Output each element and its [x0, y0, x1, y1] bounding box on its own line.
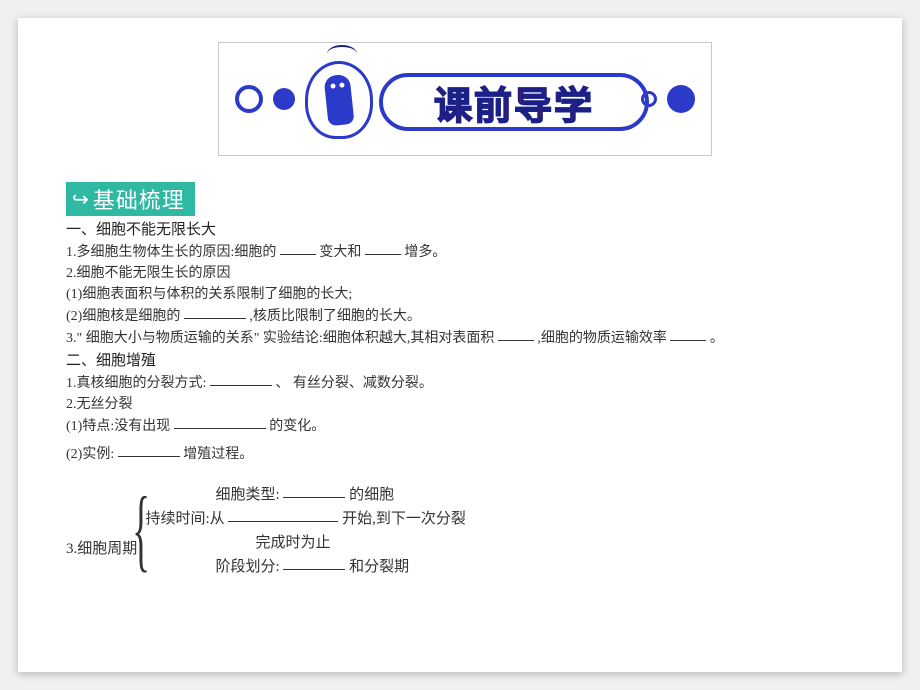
blank: [210, 371, 272, 386]
brace-icon: {: [133, 483, 151, 575]
blank: [118, 442, 180, 457]
blank: [670, 326, 706, 341]
arrow-icon: ↪: [72, 187, 89, 212]
txt: 增殖过程。: [183, 447, 253, 462]
heading-2: 二、细胞增殖: [66, 351, 862, 372]
blank: [498, 326, 534, 341]
mascot-icon: [305, 61, 373, 139]
txt: 的变化。: [269, 419, 325, 434]
banner: 课前导学: [218, 42, 712, 156]
txt: (2)细胞核是细胞的: [66, 309, 180, 324]
line: 细胞类型: 的细胞: [145, 483, 465, 507]
txt: 细胞类型:: [215, 487, 279, 503]
banner-title-pill: 课前导学: [379, 73, 649, 131]
txt: 1.真核细胞的分裂方式:: [66, 376, 206, 391]
line: 完成时为止: [145, 531, 465, 555]
blank: [283, 483, 345, 498]
txt: 阶段划分:: [215, 559, 279, 575]
txt: ,细胞的物质运输效率: [537, 331, 667, 346]
content: 一、细胞不能无限长大 1.多细胞生物体生长的原因:细胞的 变大和 增多。 2.细…: [66, 220, 862, 579]
line: (1)细胞表面积与体积的关系限制了细胞的长大;: [66, 284, 862, 305]
txt: (2)实例:: [66, 447, 114, 462]
txt: 和分裂期: [349, 559, 409, 575]
txt: 1.多细胞生物体生长的原因:细胞的: [66, 245, 276, 260]
line: 1.真核细胞的分裂方式: 、 有丝分裂、减数分裂。: [66, 372, 862, 394]
heading-1: 一、细胞不能无限长大: [66, 220, 862, 241]
txt: 持续时间:从: [145, 511, 224, 527]
banner-dot: [667, 85, 695, 113]
txt: 开始,到下一次分裂: [342, 511, 466, 527]
blank: [283, 555, 345, 570]
banner-title: 课前导学: [434, 75, 594, 130]
line: 阶段划分: 和分裂期: [145, 555, 465, 579]
blank: [184, 304, 246, 319]
txt: 。: [710, 331, 724, 346]
blank: [228, 507, 338, 522]
banner-dot: [235, 85, 263, 113]
line: (1)特点:没有出现 的变化。: [66, 415, 862, 437]
banner-dot: [641, 91, 657, 107]
line: 2.无丝分裂: [66, 394, 862, 415]
line: (2)细胞核是细胞的 ,核质比限制了细胞的长大。: [66, 305, 862, 327]
txt: ,核质比限制了细胞的长大。: [249, 309, 421, 324]
banner-dot: [273, 88, 295, 110]
line: (2)实例: 增殖过程。: [66, 443, 862, 465]
line: 1.多细胞生物体生长的原因:细胞的 变大和 增多。: [66, 241, 862, 263]
blank: [174, 414, 266, 429]
txt: 完成时为止: [255, 535, 330, 551]
txt: 3." 细胞大小与物质运输的关系" 实验结论:细胞体积越大,其相对表面积: [66, 331, 494, 346]
txt: 增多。: [404, 245, 446, 260]
brace-diagram: 3.细胞周期 { 细胞类型: 的细胞 持续时间:从 开始,到下一次分裂 完成时为…: [66, 483, 862, 579]
txt: 变大和: [319, 245, 361, 260]
line: 2.细胞不能无限生长的原因: [66, 263, 862, 284]
line: 3." 细胞大小与物质运输的关系" 实验结论:细胞体积越大,其相对表面积 ,细胞…: [66, 327, 862, 349]
txt: 的细胞: [349, 487, 394, 503]
txt: (1)特点:没有出现: [66, 419, 170, 434]
section-label-text: 基础梳理: [93, 183, 185, 215]
brace-label: 3.细胞周期: [66, 503, 137, 560]
brace-body: 细胞类型: 的细胞 持续时间:从 开始,到下一次分裂 完成时为止 阶段划分: 和…: [145, 483, 465, 579]
blank: [280, 240, 316, 255]
blank: [365, 240, 401, 255]
section-label: ↪ 基础梳理: [66, 182, 195, 216]
txt: 、 有丝分裂、减数分裂。: [275, 376, 433, 391]
line: 持续时间:从 开始,到下一次分裂: [145, 507, 465, 531]
page: 课前导学 ↪ 基础梳理 一、细胞不能无限长大 1.多细胞生物体生长的原因:细胞的…: [18, 18, 902, 672]
